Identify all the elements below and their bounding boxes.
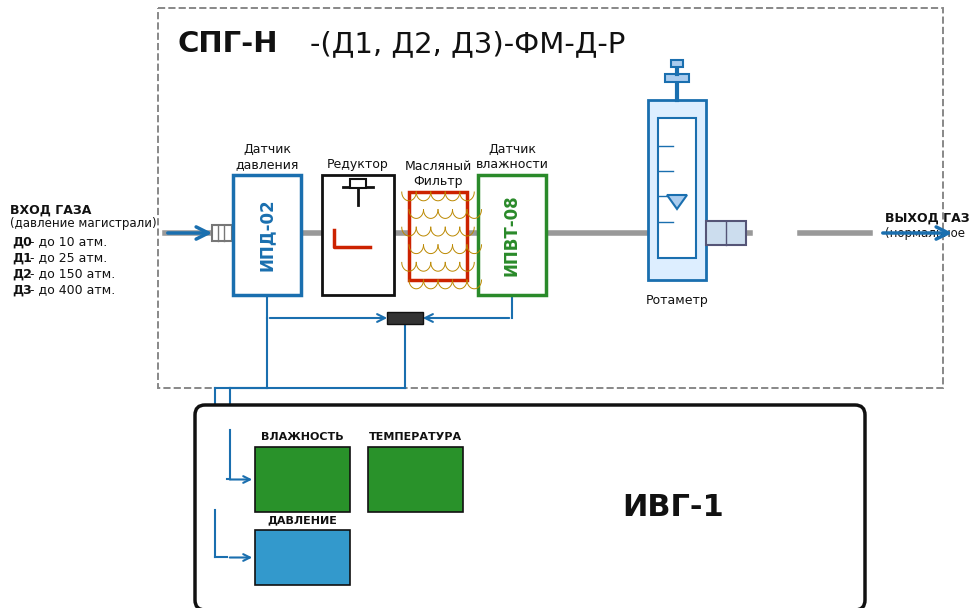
Bar [705,221,745,245]
Bar [387,312,422,324]
Text: Редуктор: Редуктор [327,158,389,171]
Text: - до 400 атм.: - до 400 атм. [26,283,115,297]
Bar [158,8,942,388]
Text: (давление магистрали): (давление магистрали) [10,218,156,230]
Bar [255,530,350,585]
Text: ИПД-02: ИПД-02 [258,199,276,271]
Text: Масляный
Фильтр: Масляный Фильтр [404,160,471,188]
Bar [671,60,682,67]
Bar [367,447,462,512]
Text: ИВГ-1: ИВГ-1 [621,493,723,522]
Bar [322,175,393,295]
Text: ВХОД ГАЗА: ВХОД ГАЗА [10,204,91,216]
Text: Д3: Д3 [12,283,32,297]
Bar [255,447,350,512]
Text: СПГ-Н: СПГ-Н [178,30,278,58]
Polygon shape [667,195,686,209]
Text: - до 150 атм.: - до 150 атм. [26,268,115,280]
FancyBboxPatch shape [195,405,864,608]
Bar [212,225,232,241]
Bar [233,175,300,295]
Text: -(Д1, Д2, Д3)-ФМ-Д-Р: -(Д1, Д2, Д3)-ФМ-Д-Р [310,30,625,58]
Bar [478,175,546,295]
Text: Датчик
давления: Датчик давления [235,143,298,171]
Text: (нормальное давление ): (нормальное давление ) [884,227,969,240]
Text: ДАВЛЕНИЕ: ДАВЛЕНИЕ [267,515,337,525]
Text: Д1: Д1 [12,252,32,264]
Bar [657,118,696,258]
Bar [665,74,688,82]
Text: Датчик
влажности: Датчик влажности [475,143,547,171]
Text: - до 10 атм.: - до 10 атм. [26,235,108,249]
Text: Д2: Д2 [12,268,32,280]
Text: Ротаметр: Ротаметр [645,294,707,307]
Text: ВЫХОД ГАЗА: ВЫХОД ГАЗА [884,212,969,224]
Text: - до 25 атм.: - до 25 атм. [26,252,108,264]
Bar [350,179,365,188]
Bar [647,100,705,280]
Text: ИПВТ-08: ИПВТ-08 [503,194,520,276]
Bar [409,192,466,280]
Text: ВЛАЖНОСТЬ: ВЛАЖНОСТЬ [261,432,343,442]
Text: Д0: Д0 [12,235,32,249]
Text: ТЕМПЕРАТУРА: ТЕМПЕРАТУРА [368,432,461,442]
